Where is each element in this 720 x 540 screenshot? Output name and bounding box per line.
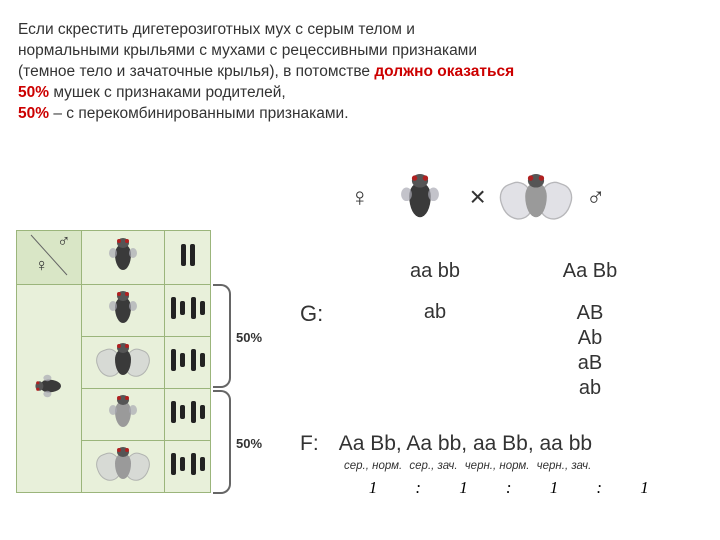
chrom-cell bbox=[165, 337, 211, 389]
parent-fly-gray bbox=[495, 169, 576, 226]
bracket-icon bbox=[213, 390, 231, 494]
percent-label: 50% bbox=[236, 330, 262, 345]
intro-l2: нормальными крыльями с мухами с рецессив… bbox=[18, 42, 477, 59]
offspring-cell bbox=[82, 337, 165, 389]
corner-diagonal-icon: ♂ ♀ bbox=[29, 233, 69, 277]
offspring-cell bbox=[82, 389, 165, 441]
table-corner: ♂ ♀ bbox=[17, 231, 82, 285]
female-symbol: ♀ bbox=[350, 182, 370, 213]
chromosome-icon bbox=[171, 297, 205, 319]
fly-icon bbox=[93, 391, 153, 433]
male-symbol: ♂ bbox=[586, 182, 606, 213]
chromosome-icon bbox=[171, 349, 205, 371]
offspring-cell bbox=[82, 441, 165, 493]
intro-l1: Если скрестить дигетерозиготных мух с се… bbox=[18, 21, 415, 38]
chromosome-icon bbox=[181, 244, 195, 266]
parent2-geno: Aa Bb bbox=[510, 260, 670, 283]
fly-icon bbox=[93, 443, 153, 485]
fly-icon bbox=[93, 234, 153, 276]
phenotype-row: сер., норм. сер., зач. черн., норм. черн… bbox=[344, 460, 595, 472]
header-fly bbox=[82, 231, 165, 285]
parent-geno-row: aa bb Aa Bb bbox=[300, 260, 702, 283]
chrom-cell bbox=[165, 389, 211, 441]
genotype-grid: aa bb Aa Bb G: ab AB Ab aB ab bbox=[300, 260, 702, 411]
intro-l3b: должно оказаться bbox=[374, 63, 514, 80]
punnett-table: ♂ ♀ bbox=[16, 230, 211, 493]
row-header bbox=[17, 285, 82, 493]
gametes-left: ab bbox=[360, 301, 510, 324]
chromosome-icon bbox=[171, 453, 205, 475]
parent1-geno: aa bb bbox=[360, 260, 510, 283]
bracket-icon bbox=[213, 284, 231, 388]
intro-l5b: – с перекомбинированными признаками. bbox=[49, 105, 348, 122]
f1-row: F: Aa Bb, Aa bb, aa Bb, aa bb bbox=[300, 432, 592, 456]
parent-fly-dark bbox=[379, 169, 460, 226]
intro-l4b: мушек с признаками родителей, bbox=[49, 84, 286, 101]
parents-cross: ♀ × ♂ bbox=[350, 176, 605, 218]
chrom-cell bbox=[165, 441, 211, 493]
f1-genos: Aa Bb, Aa bb, aa Bb, aa bb bbox=[339, 432, 592, 455]
f1-label: F: bbox=[300, 432, 334, 456]
fly-icon bbox=[32, 362, 66, 410]
male-symbol: ♂ bbox=[57, 233, 69, 251]
table-row bbox=[17, 285, 211, 337]
fly-icon bbox=[93, 287, 153, 329]
female-symbol: ♀ bbox=[35, 255, 49, 275]
fly-icon bbox=[93, 339, 153, 381]
intro-l5a: 50% bbox=[18, 105, 49, 122]
intro-l3a: (темное тело и зачаточные крылья), в пот… bbox=[18, 63, 374, 80]
ratio-row: 1 : 1 : 1 : 1 bbox=[344, 478, 674, 498]
gametes-row: G: ab AB Ab aB ab bbox=[300, 301, 702, 401]
percent-label: 50% bbox=[236, 436, 262, 451]
chrom-cell bbox=[165, 285, 211, 337]
header-chrom bbox=[165, 231, 211, 285]
cross-symbol: × bbox=[470, 181, 486, 213]
intro-text: Если скрестить дигетерозиготных мух с се… bbox=[18, 20, 702, 125]
chromosome-icon bbox=[171, 401, 205, 423]
gametes-label: G: bbox=[300, 301, 360, 327]
offspring-cell bbox=[82, 285, 165, 337]
intro-l4a: 50% bbox=[18, 84, 49, 101]
gametes-right: AB Ab aB ab bbox=[510, 301, 670, 401]
